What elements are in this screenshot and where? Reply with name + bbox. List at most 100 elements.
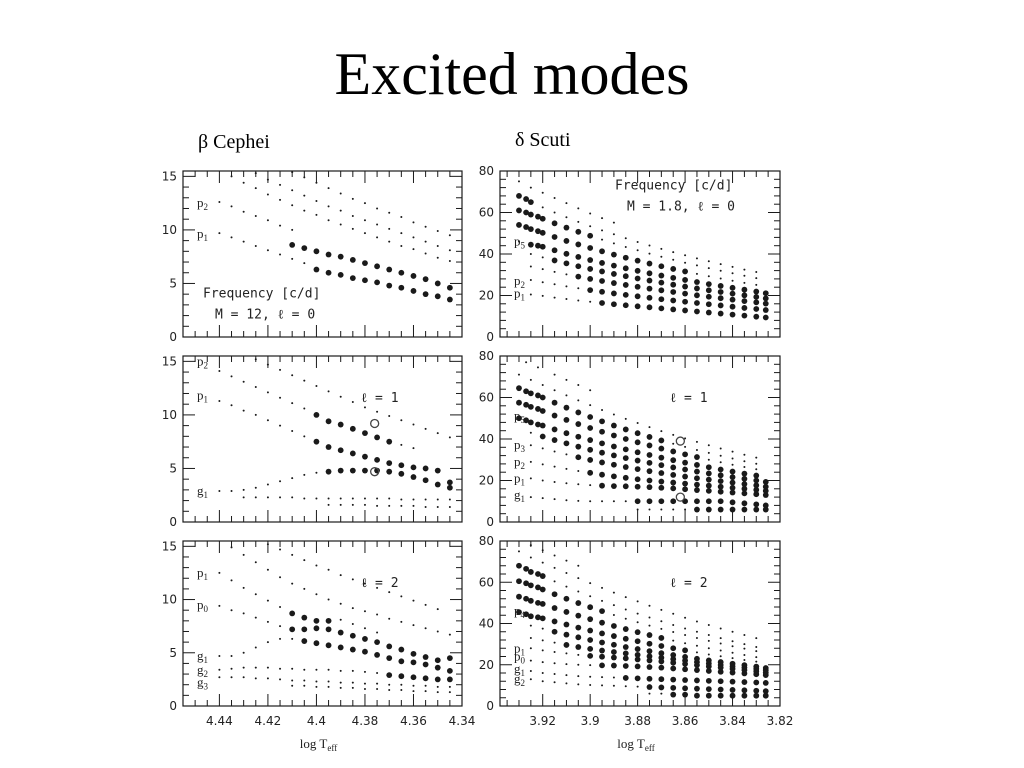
series-p1 (excited)	[313, 266, 453, 303]
series-p5	[516, 415, 760, 479]
panel-bcep_l2: 0 5 10 15 4.44 4.42 4.4 4.38 4.36 4.34 log Teff p1 p…	[162, 539, 476, 753]
x-tick-label: 4.4	[307, 714, 326, 728]
series-p3	[529, 624, 769, 671]
series-p2	[529, 460, 769, 494]
series-p7	[516, 562, 758, 649]
series-g3	[648, 691, 769, 699]
series-p7	[516, 207, 758, 280]
series-p2	[230, 546, 451, 636]
mode-label-g2: g2	[514, 671, 525, 688]
series-p6	[516, 222, 758, 286]
plot-frame	[499, 170, 781, 338]
y-tick-label: 80	[479, 164, 494, 178]
y-tick-label: 0	[486, 515, 494, 529]
series-p9	[517, 180, 615, 224]
series-g3	[327, 503, 451, 509]
plot-frame	[182, 540, 463, 707]
x-axis-label: log Teff	[300, 736, 337, 753]
mode-label-p1: p1	[514, 470, 525, 487]
degree-annotation: ℓ = 1	[670, 391, 708, 406]
series-p1	[529, 293, 769, 321]
y-tick-label: 5	[169, 461, 177, 475]
series-g4	[291, 684, 451, 694]
y-tick-label: 60	[479, 391, 494, 405]
y-tick-label: 15	[162, 354, 177, 368]
series-p5	[291, 171, 451, 237]
y-tick-label: 40	[479, 432, 494, 446]
series-p6	[516, 578, 758, 653]
series-p4	[529, 431, 769, 485]
y-tick-label: 40	[479, 247, 494, 261]
mode-label-p1: p1	[197, 565, 208, 582]
y-tick-label: 5	[169, 276, 177, 290]
mode-label-g1: g1	[197, 648, 208, 665]
y-tick-label: 10	[162, 223, 177, 237]
mode-label-p0: p0	[197, 597, 209, 614]
panel-dsct_l2: 0 20 40 60 80 3.92 3.9 3.88 3.86 3.84 3.82 log Teff…	[479, 534, 794, 753]
panel-bcep_l1: 0 5 10 15 p2 p1 g1 ℓ = 1	[162, 353, 463, 529]
series-p4	[516, 609, 758, 663]
observed-mode-marker	[370, 467, 380, 477]
series-p8	[516, 193, 758, 274]
mode-label-p1: p1	[514, 640, 525, 657]
series-g1	[218, 467, 453, 492]
series-p2 (stable)	[218, 201, 294, 231]
y-tick-label: 10	[162, 593, 177, 607]
series-p3	[266, 543, 439, 611]
observed-mode-marker	[675, 436, 685, 446]
y-tick-label: 10	[162, 408, 177, 422]
mode-label-p2: p2	[514, 454, 525, 471]
y-tick-label: 20	[479, 289, 494, 303]
mode-label-p1: p1	[197, 388, 208, 405]
series-p2 (excited)	[289, 241, 453, 291]
mode-label-p2: p2	[197, 353, 208, 370]
mode-label-p0: p0	[514, 649, 526, 666]
series-g1	[529, 669, 769, 686]
degree-annotation: ℓ = 1	[361, 391, 399, 406]
series-p0	[529, 659, 769, 678]
panel-bcep_l0: 0 5 10 15 p2 p1 Frequency [c/d] M = 12, ℓ = 0	[162, 169, 463, 344]
series-p0	[218, 604, 453, 664]
y-tick-label: 5	[169, 646, 177, 660]
x-tick-label: 3.88	[624, 714, 651, 728]
x-tick-label: 4.34	[449, 714, 476, 728]
mode-label-p3: p3	[514, 437, 526, 454]
y-tick-label: 0	[486, 330, 494, 344]
series-p6	[516, 399, 758, 471]
observed-mode-marker	[675, 492, 685, 502]
x-tick-label: 4.38	[352, 714, 379, 728]
series-p1	[218, 571, 379, 634]
y-tick-label: 40	[479, 617, 494, 631]
series-p4	[254, 172, 451, 252]
x-tick-label: 3.9	[581, 714, 600, 728]
degree-annotation: ℓ = 2	[670, 576, 708, 591]
mode-label-p2: p2	[514, 273, 525, 290]
y-tick-label: 20	[479, 474, 494, 488]
y-tick-label: 60	[479, 575, 494, 589]
panel-annotation-params: M = 1.8, ℓ = 0	[627, 200, 735, 215]
series-p2	[529, 278, 769, 313]
x-tick-label: 4.44	[206, 714, 233, 728]
x-tick-label: 3.82	[767, 714, 794, 728]
mode-label-p5: p5	[514, 234, 526, 251]
degree-annotation: ℓ = 2	[361, 576, 399, 591]
mode-label-g1: g1	[514, 661, 525, 678]
delta-scuti-column-title: δ Scuti	[515, 129, 571, 151]
series-g1	[529, 496, 769, 509]
y-tick-label: 15	[162, 539, 177, 553]
series-g3	[218, 676, 451, 688]
y-tick-label: 20	[479, 658, 494, 672]
series-p8	[517, 373, 758, 459]
y-tick-label: 0	[169, 330, 177, 344]
series-p9	[529, 544, 580, 567]
mode-label-g3: g3	[197, 675, 209, 692]
series-g2	[529, 678, 769, 695]
mode-label-p1: p1	[197, 226, 208, 243]
y-tick-label: 0	[169, 515, 177, 529]
slide-title: Excited modes	[334, 41, 690, 107]
series-p5	[516, 593, 758, 659]
x-tick-label: 3.86	[672, 714, 699, 728]
x-tick-label: 4.42	[255, 714, 282, 728]
